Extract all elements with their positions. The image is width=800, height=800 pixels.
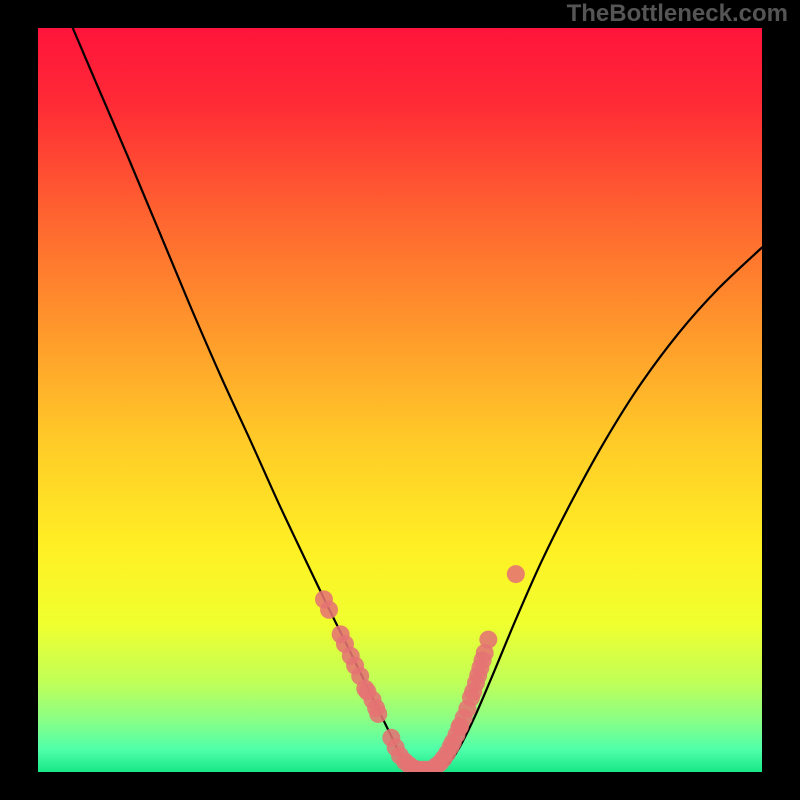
- data-marker: [320, 601, 338, 619]
- data-marker: [507, 565, 525, 583]
- data-marker: [369, 705, 387, 723]
- data-markers: [38, 28, 762, 772]
- plot-area: [38, 28, 762, 772]
- data-marker: [479, 631, 497, 649]
- watermark-text: TheBottleneck.com: [567, 0, 788, 28]
